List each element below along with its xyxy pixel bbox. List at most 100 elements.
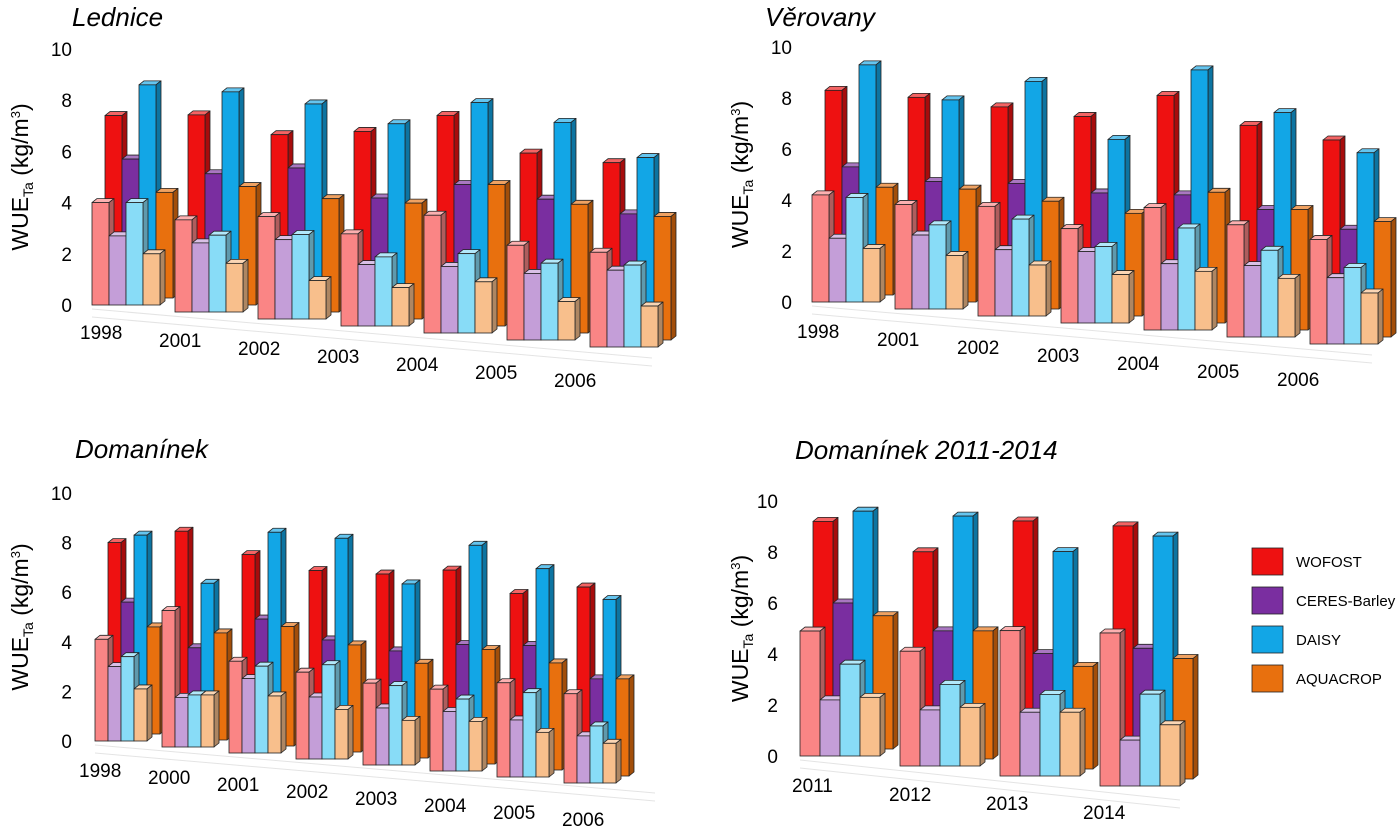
bar-front-3	[267, 691, 287, 754]
bar-front-3	[1028, 260, 1052, 317]
bar-front-3-face	[859, 696, 881, 757]
bar-front-1-face	[606, 269, 625, 348]
bar-front-3	[225, 258, 249, 313]
y-axis-label-sup: 3	[8, 111, 23, 118]
bar-front-3-face	[308, 280, 327, 320]
bar-front-3-face	[1059, 711, 1081, 777]
bar-front-1-face	[107, 666, 122, 742]
bar-front-3-face	[1111, 274, 1130, 324]
bar-front-0-face	[1060, 228, 1079, 324]
bar-front-0-face	[999, 630, 1021, 777]
bar-front-3-side	[408, 283, 415, 327]
bar-back-3-side	[628, 674, 635, 777]
bar-front-3-side	[1179, 720, 1186, 787]
x-tick-label: 2005	[1197, 362, 1239, 383]
bar-front-2-face	[845, 197, 864, 303]
y-tick-label: 10	[51, 484, 72, 505]
bar-front-3	[1360, 288, 1384, 345]
bar-front-1-face	[1119, 739, 1141, 787]
x-tick-label: 2005	[475, 363, 517, 384]
bar-group	[1309, 135, 1397, 345]
x-tick-label: 2006	[562, 810, 604, 831]
y-axis-label-sub: Ta	[740, 633, 756, 648]
bar-front-3	[308, 276, 332, 320]
bar-back-3-side	[1192, 654, 1199, 780]
bar-front-3-face	[945, 255, 964, 310]
y-tick-label: 10	[771, 38, 792, 59]
bar-front-1-face	[1077, 251, 1096, 324]
y-axis-label: WUETa (kg/m3)	[727, 101, 756, 248]
bar-front-3-face	[1360, 292, 1379, 345]
legend-swatch	[1251, 664, 1284, 693]
bar-front-2-face	[455, 698, 470, 772]
bar-group	[94, 530, 166, 742]
bar-front-3	[945, 251, 969, 310]
bar-group	[161, 526, 233, 748]
x-tick-label: 2014	[1083, 803, 1126, 824]
bar-front-3-face	[468, 721, 483, 772]
bar-front-0-face	[1143, 207, 1162, 331]
bar-front-1-face	[274, 239, 293, 320]
floor-gridline	[799, 767, 1181, 809]
bar-front-3-face	[1159, 724, 1181, 787]
bar-front-3-face	[142, 253, 161, 306]
x-tick-label: 2004	[1117, 354, 1160, 375]
x-tick-label: 2002	[286, 782, 328, 803]
y-axis-label: WUETa (kg/m3)	[7, 103, 36, 250]
bar-front-1-face	[174, 697, 189, 748]
y-tick-label: 4	[61, 633, 72, 654]
bar-front-2-face	[254, 665, 269, 754]
bar-group	[91, 80, 179, 306]
bar-front-1-face	[1160, 263, 1179, 331]
bar-front-0-face	[423, 214, 442, 334]
bar-front-3-side	[1079, 707, 1086, 777]
y-tick-label: 4	[61, 194, 72, 215]
x-tick-label: 2013	[986, 794, 1028, 815]
bar-front-2-face	[1343, 267, 1362, 345]
bar-front-2-face	[120, 656, 135, 742]
x-tick-label: 2002	[957, 338, 999, 359]
bar-front-2	[939, 680, 966, 767]
bar-front-1-face	[191, 242, 210, 313]
bar-front-3	[468, 717, 488, 772]
bar-front-2-face	[374, 256, 393, 327]
bar-front-2-face	[1260, 249, 1279, 338]
y-tick-label: 6	[767, 594, 778, 615]
y-tick-label: 8	[61, 91, 72, 112]
bar-front-1-face	[442, 711, 457, 772]
bar-front-3	[1059, 707, 1086, 777]
bar-front-3-face	[474, 281, 493, 334]
bar-front-0-face	[161, 610, 176, 748]
bar-group	[1099, 521, 1199, 787]
bar-front-3-side	[1377, 288, 1384, 345]
bar-front-0-face	[506, 244, 525, 341]
y-tick-label: 2	[767, 696, 778, 717]
x-tick-label: 2011	[792, 776, 833, 797]
bar-front-3-face	[133, 688, 148, 742]
bar-front-2-face	[522, 692, 537, 778]
bar-group	[362, 569, 434, 766]
floor-gridline	[811, 305, 1373, 356]
bar-front-0-face	[563, 693, 578, 784]
bar-group	[423, 98, 511, 334]
bar-front-3-side	[325, 276, 332, 320]
chart-panel: Domanínek 0 2 4 6 8 10 WUETa (kg/m3) 1998 2000 200…	[7, 434, 656, 831]
bar-front-0-face	[429, 688, 444, 772]
bar-front-2-face	[1094, 246, 1113, 324]
bar-front-3-side	[1128, 270, 1135, 324]
bar-front-0-face	[257, 216, 276, 320]
x-tick-label: 2003	[317, 347, 359, 368]
chart-title: Domanínek 2011-2014	[795, 435, 1058, 465]
bar-front-0-face	[1226, 224, 1245, 338]
chart-title: Věrovany	[765, 2, 877, 32]
bar-front-0-face	[496, 682, 511, 778]
bar-front-3-face	[557, 301, 576, 341]
bar-back-3-side	[670, 212, 677, 341]
y-tick-label: 8	[767, 543, 778, 564]
floor-gridline	[94, 752, 656, 802]
bar-front-3	[602, 738, 622, 784]
bar-front-0-face	[1099, 632, 1121, 787]
bar-front-1-face	[819, 699, 841, 757]
bar-front-3	[557, 297, 581, 341]
